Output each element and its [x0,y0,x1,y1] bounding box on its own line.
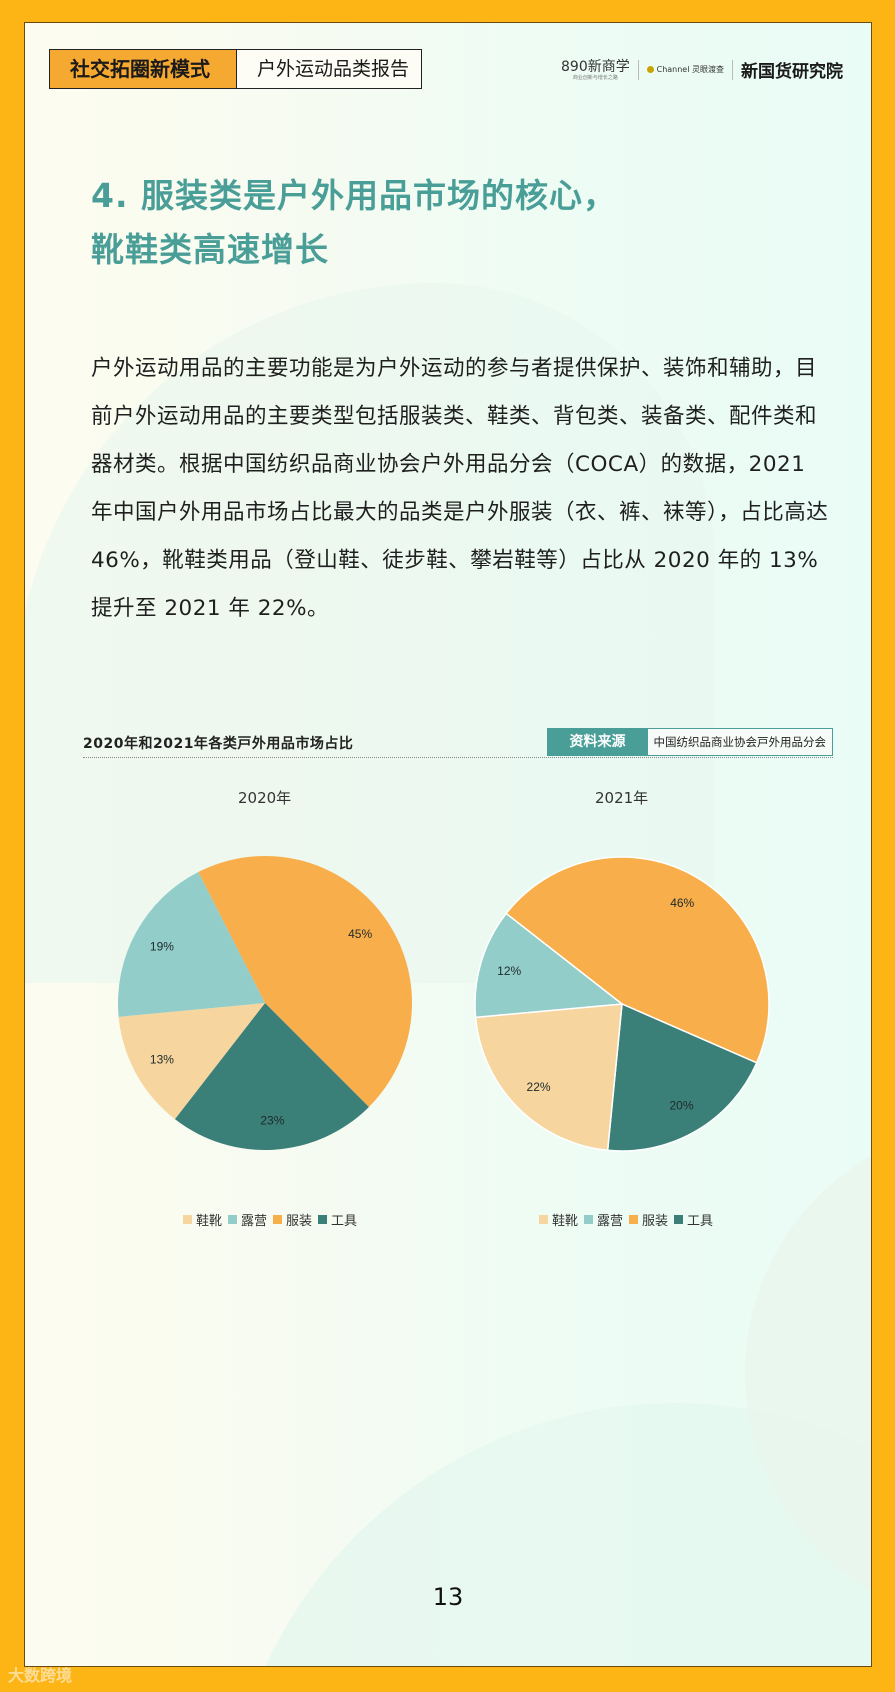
pie-slice-露营 [474,912,624,1019]
legend-swatch [273,1215,283,1224]
pie-label: 20% [669,1098,693,1112]
pie-label: 45% [348,927,372,941]
legend-label: 工具 [687,1214,714,1229]
pie-2020-title: 2020年 [238,789,292,807]
source-value: 中国纺织品商业协会戸外用品分会 [647,729,832,755]
page-number: 13 [432,1583,464,1611]
pie-2021-title: 2021年 [595,789,649,807]
logo-channel: Channel 灵眼渡查 [646,64,724,75]
legend-swatch [183,1215,192,1224]
legend-swatch [228,1215,238,1224]
logo-890: 890新商学 商业创新与增长之路 [561,59,630,81]
pie-slice-服装 [198,856,412,1107]
report-page: 社交拓圈新模式 户外运动品类报告 890新商学 商业创新与增长之路 Channe… [24,22,872,1667]
legend-swatch [674,1215,684,1224]
logo-divider [637,59,639,80]
logo-channel-text: Channel 灵眼渡查 [656,64,724,74]
pie-slice-工具 [174,1003,369,1150]
legend-swatch [318,1215,328,1224]
chart-title: 2020年和2021年各类戸外用品市场占比 [83,736,354,752]
legend-label: 服装 [286,1214,313,1229]
body-paragraph: 户外运动用品的主要功能是为户外运动的参与者提供保护、装饰和辅助，目前户外运动用品… [91,356,829,621]
pie-slice-露营 [118,872,265,1017]
source-box: 资料来源 中国纺织品商业协会戸外用品分会 [546,728,833,756]
logo-institute: 新国货研究院 [741,62,843,82]
legend-label: 露营 [597,1214,624,1229]
channel-dot-icon [646,65,654,73]
pie-label: 13% [150,1053,174,1067]
logo-890-text: 890新商学 [561,58,630,75]
page-title: 4. 服装类是户外用品市场的核心， 靴鞋类高速增长 [91,169,617,277]
pie-label: 23% [260,1113,284,1127]
logo-890-subtext: 商业创新与增长之路 [572,74,618,81]
legend-swatch [629,1215,639,1224]
section-tag: 社交拓圈新模式 户外运动品类报告 [49,49,423,89]
pie-label: 19% [150,939,174,953]
pie-slice-鞋靴 [474,1003,623,1152]
partner-logos: 890新商学 商业创新与增长之路 Channel 灵眼渡查 新国货研究院 [561,57,843,83]
watermark: 大数跨境 [8,1666,73,1685]
pie-slice-鞋靴 [118,1003,265,1120]
logo-divider [732,59,733,80]
title-line-1: 4. 服装类是户外用品市场的核心， [91,176,617,215]
pie-slice-工具 [606,1002,758,1152]
pie-label: 22% [527,1080,551,1094]
legend-label: 鞋靴 [196,1214,223,1229]
pie-label: 46% [670,896,694,910]
legend-label: 鞋靴 [552,1214,579,1229]
pie-slice-服装 [505,856,770,1064]
chart-header: 2020年和2021年各类戸外用品市场占比 资料来源 中国纺织品商业协会戸外用品… [83,727,833,758]
legend-label: 露营 [241,1214,268,1229]
pie-label: 12% [497,964,521,978]
pie-chart-2020: 45% 23% 13% 19% [118,856,412,1150]
tag-report-name: 户外运动品类报告 [237,50,422,88]
pie-chart-2021: 46% 20% 22% 12% [474,856,770,1152]
legend-swatch [539,1215,548,1224]
pie-2020-legend: 鞋靴 露营 服装 工具 [177,1210,357,1229]
tag-series: 社交拓圈新模式 [50,50,237,88]
pie-2021-legend: 鞋靴 露营 服装 工具 [533,1210,713,1229]
legend-label: 服装 [642,1214,669,1229]
source-label: 资料来源 [547,729,648,755]
legend-label: 工具 [331,1214,358,1229]
legend-swatch [584,1215,594,1224]
title-line-2: 靴鞋类高速增长 [91,230,329,269]
